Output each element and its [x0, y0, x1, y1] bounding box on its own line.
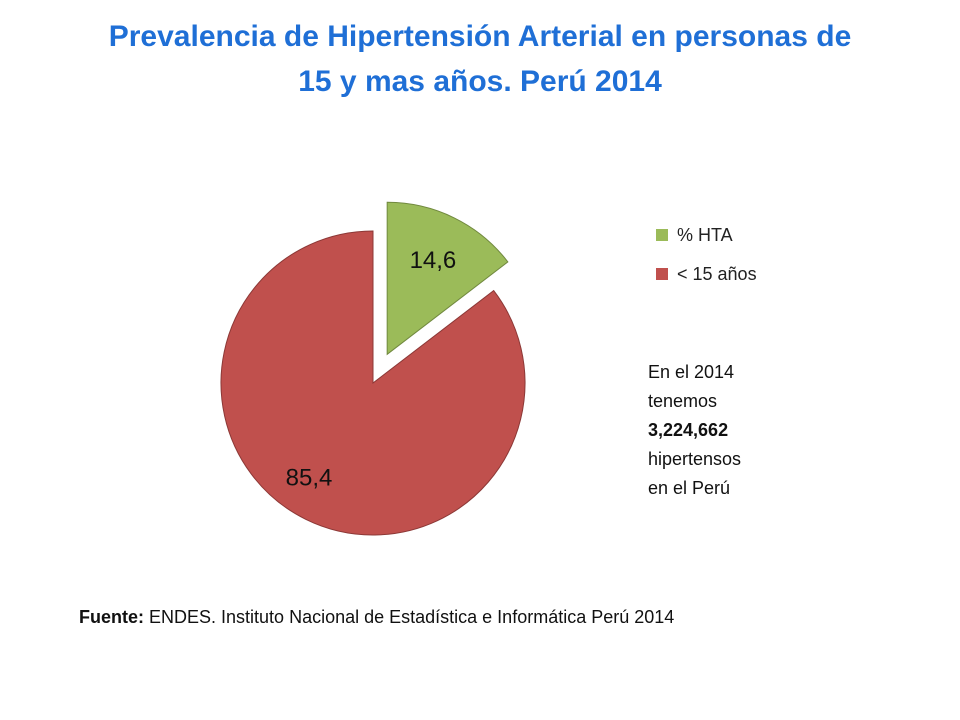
legend-label-menores-15: < 15 años	[677, 263, 757, 284]
source-label: Fuente:	[79, 607, 144, 627]
legend-swatch-menores-15	[656, 268, 668, 280]
note-line-2: tenemos	[648, 391, 718, 411]
note-line-5: en el Perú	[648, 478, 731, 498]
legend-item-hta: % HTA	[656, 222, 757, 248]
data-label-menores-15: 85,4	[286, 464, 333, 491]
pie-slice-menores-15	[220, 230, 526, 536]
note-line-4: hipertensos	[648, 449, 742, 469]
chart-title-line-1: Prevalencia de Hipertensión Arterial en …	[108, 20, 852, 53]
legend-label-hta: % HTA	[677, 224, 733, 245]
data-label-hta: 14,6	[410, 247, 457, 274]
chart-title: Prevalencia de Hipertensión Arterial en …	[40, 14, 920, 104]
chart-title-line-2: 15 y mas años. Perú 2014	[298, 65, 662, 98]
legend-swatch-hta	[656, 229, 668, 241]
pie-slice-hta	[386, 201, 509, 356]
hypertensive-count-note: En el 2014 tenemos 3,224,662 hipertensos…	[648, 358, 808, 503]
source-text: ENDES. Instituto Nacional de Estadística…	[149, 607, 675, 627]
note-line-1: En el 2014	[648, 362, 735, 382]
legend-item-menores-15: < 15 años	[656, 261, 757, 287]
note-count: 3,224,662	[648, 420, 729, 440]
chart-legend: % HTA < 15 años	[656, 222, 757, 300]
source-citation: Fuente: ENDES. Instituto Nacional de Est…	[79, 607, 674, 628]
